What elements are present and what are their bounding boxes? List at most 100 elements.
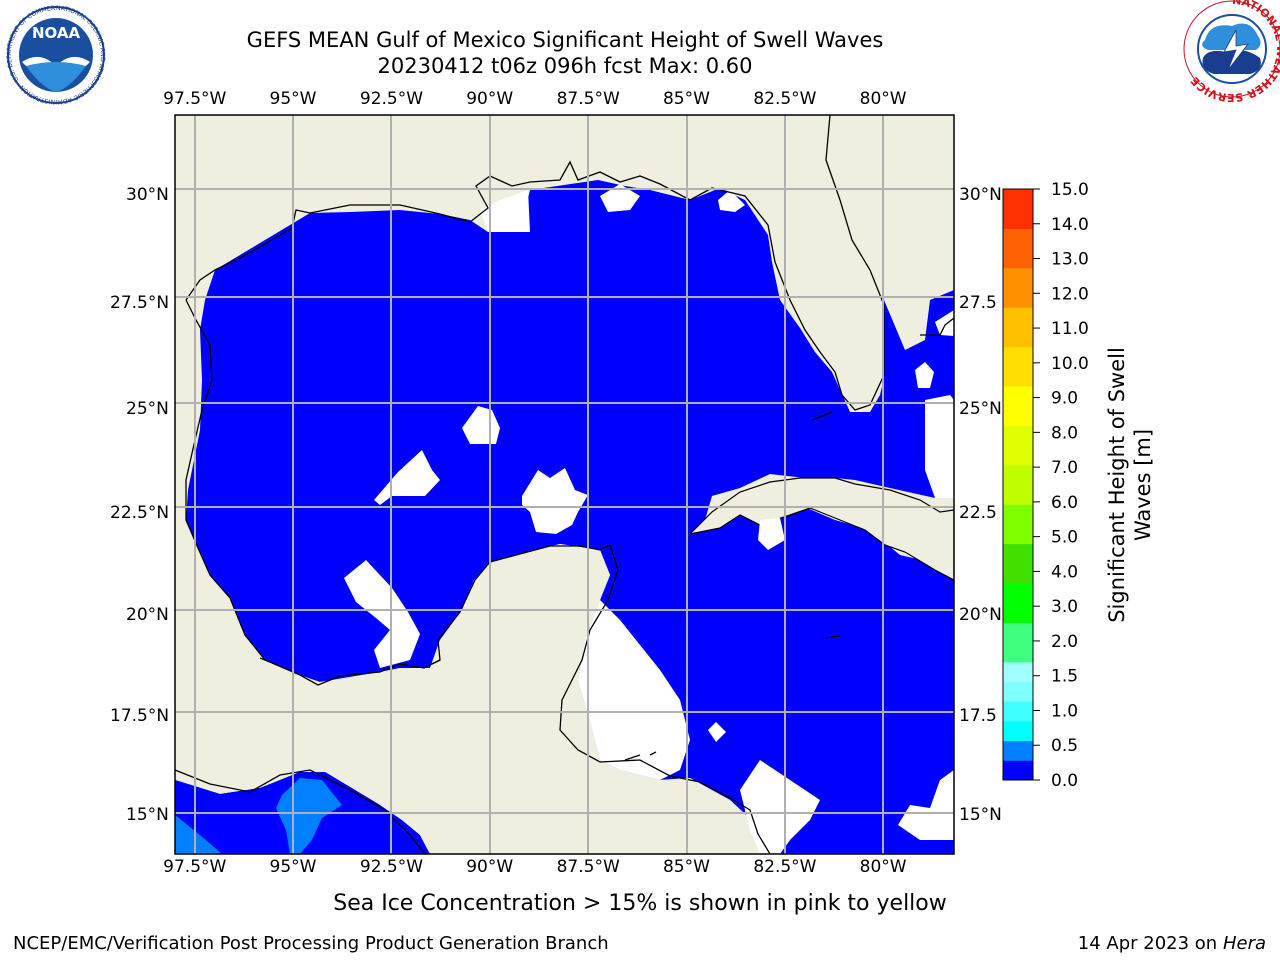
producer-credit: NCEP/EMC/Verification Post Processing Pr… (13, 933, 609, 954)
lat-tick-left: 17.5°N (110, 705, 170, 726)
colorbar-segment (1003, 543, 1033, 584)
caribbean-no-data-far-right (898, 770, 954, 840)
colorbar-segment (1003, 661, 1033, 682)
colorbar-label-line1: Significant Height of Swell (1105, 347, 1129, 623)
gulf-coast-no-data-north (480, 190, 530, 232)
colorbar-segment (1003, 740, 1033, 761)
lon-tick-bottom: 92.5°W (359, 857, 424, 877)
caribbean-no-data-small-2 (758, 518, 785, 550)
gulf-no-data-patch-3 (522, 468, 588, 534)
colorbar-ticks: 0.0 0.5 1.0 1.5 2.0 3.0 4.0 5.0 6.0 7.0 8.0 9.0 10.0… (1033, 180, 1089, 791)
colorbar-label: Significant Height of Swell Waves [m] (1105, 347, 1155, 623)
yucatan-peninsula (300, 544, 770, 854)
lon-tick-top: 92.5°W (359, 89, 424, 109)
colorbar-tick-label: 15.0 (1051, 180, 1089, 200)
colorbar-tick-label: 1.0 (1051, 701, 1078, 721)
coastlines (175, 115, 954, 854)
colorbar-tick-label: 0.5 (1051, 736, 1078, 756)
lat-tick-left: 20°N (126, 605, 169, 626)
colorbar-tick-label: 1.5 (1051, 667, 1078, 687)
sea-ice-note: Sea Ice Concentration > 15% is shown in … (333, 891, 947, 916)
lon-tick-bottom: 97.5°W (163, 857, 227, 877)
lon-tick-bottom: 90°W (466, 857, 514, 877)
run-date-text: 14 Apr 2023 on (1077, 933, 1223, 954)
lat-tick-left: 15°N (126, 804, 169, 825)
nws-logo: NATIONAL WEATHER SERVICE (1183, 0, 1280, 104)
colorbar-tick-label: 6.0 (1051, 493, 1078, 513)
colorbar-tick-label: 5.0 (1051, 528, 1078, 548)
lon-tick-top: 97.5°W (163, 89, 227, 109)
lon-tick-top: 82.5°W (753, 89, 817, 109)
lat-tick-right: 20°N (959, 605, 1002, 626)
colorbar-tick-label: 12.0 (1051, 284, 1089, 304)
colorbar-segment (1003, 267, 1033, 308)
gulf-no-data-patch-4 (344, 560, 420, 668)
lon-tick-top: 80°W (859, 89, 907, 109)
lon-tick-top: 90°W (466, 89, 514, 109)
colorbar-segment (1003, 464, 1033, 505)
colorbar-segment (1003, 760, 1033, 781)
lat-tick-right: 22.5 (959, 503, 997, 524)
colorbar-segment (1003, 701, 1033, 722)
noaa-logo-wave (26, 62, 86, 92)
colorbar-frame (1002, 188, 1034, 781)
run-host: Hera (1222, 933, 1266, 954)
colorbar-segment (1003, 504, 1033, 545)
lon-tick-bottom: 85°W (662, 857, 710, 877)
nws-logo-lightning-icon (1223, 29, 1249, 71)
run-date: 14 Apr 2023 on Hera (1078, 933, 1266, 954)
lat-tick-right: 27.5 (959, 293, 997, 314)
colorbar-segment (1003, 346, 1033, 387)
colorbar-tick-label: 4.0 (1051, 562, 1078, 582)
colorbar-tick-label: 9.0 (1051, 389, 1078, 409)
atlantic-no-data-small (915, 362, 934, 388)
colorbar-tick-label: 2.0 (1051, 632, 1078, 652)
colorbar-segment (1003, 228, 1033, 269)
lat-tick-right: 30°N (959, 184, 1002, 205)
lon-tick-top: 85°W (662, 89, 710, 109)
colorbar-tick-label: 11.0 (1051, 319, 1089, 339)
noaa-logo-text: NOAA (32, 24, 81, 42)
colorbar-segment (1003, 189, 1033, 229)
gulf-coast-no-data-north-2 (600, 184, 640, 212)
lon-tick-top: 95°W (269, 89, 317, 109)
lat-tick-left: 25°N (126, 399, 169, 420)
map-area (175, 115, 954, 854)
colorbar-segment (1003, 622, 1033, 663)
colorbar-tick-label: 3.0 (1051, 597, 1078, 617)
colorbar-segment (1003, 386, 1033, 426)
atlantic-no-data-edge (935, 310, 954, 336)
caribbean-no-data-lower-right (740, 760, 820, 854)
lat-tick-right: 15°N (959, 804, 1002, 825)
map-frame (174, 114, 955, 855)
lon-tick-bottom: 95°W (269, 857, 317, 877)
colorbar-tick-label: 14.0 (1051, 215, 1089, 235)
lon-tick-bottom: 80°W (859, 857, 907, 877)
colorbar-label-line2: Waves [m] (1131, 429, 1155, 541)
lon-tick-bottom: 87.5°W (556, 857, 620, 877)
lon-tick-top: 87.5°W (556, 89, 620, 109)
lat-tick-right: 17.5 (959, 705, 997, 726)
lat-tick-left: 22.5°N (110, 503, 170, 524)
colorbar-tick-label: 7.0 (1051, 458, 1078, 478)
colorbar-segment (1003, 583, 1033, 623)
colorbar-tick-label: 10.0 (1051, 354, 1089, 374)
colorbar (1003, 189, 1033, 781)
chart-title: GEFS MEAN Gulf of Mexico Significant Hei… (246, 28, 884, 52)
gulf-coast-no-data-north-3 (718, 190, 745, 212)
lat-tick-left: 27.5°N (110, 293, 170, 314)
chart-subtitle: 20230412 t06z 096h fcst Max: 0.60 (377, 54, 753, 78)
lat-tick-right: 25°N (959, 399, 1002, 420)
graticule (175, 115, 954, 854)
colorbar-tick-label: 13.0 (1051, 250, 1089, 270)
colorbar-segment (1003, 681, 1033, 702)
caribbean-no-data-small (646, 686, 664, 702)
colorbar-tick-label: 0.0 (1051, 771, 1078, 791)
colorbar-segment (1003, 425, 1033, 466)
colorbar-tick-label: 8.0 (1051, 423, 1078, 443)
pacific-swell-0p5-1m-corner (175, 815, 222, 854)
caribbean-no-data-area (578, 600, 690, 780)
nws-logo-cloud-upper (1202, 23, 1261, 50)
colorbar-segment (1003, 307, 1033, 348)
